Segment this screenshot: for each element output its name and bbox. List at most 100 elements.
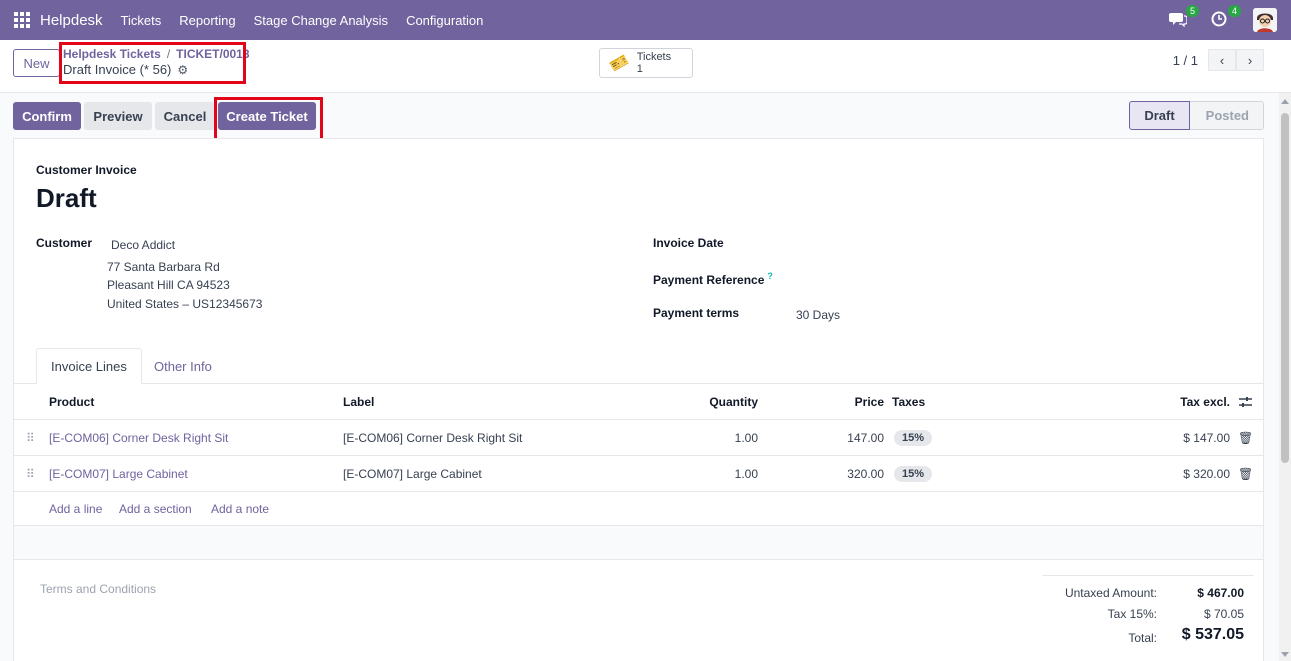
pager-next-button[interactable]: › xyxy=(1236,49,1264,71)
invoice-totals: Untaxed Amount: $ 467.00 Tax 15%: $ 70.0… xyxy=(1042,575,1254,650)
control-panel: New Helpdesk Tickets / TICKET/0013 Draft I… xyxy=(0,40,1291,93)
user-avatar[interactable] xyxy=(1253,8,1277,32)
tickets-smart-label: Tickets xyxy=(636,51,672,63)
form-action-bar: Confirm Preview Cancel Create Ticket Dra… xyxy=(0,93,1291,141)
form-sheet: Customer Invoice Draft Customer Deco Add… xyxy=(13,138,1264,661)
payment-reference-label: Payment Reference? xyxy=(653,271,773,287)
line-subtotal: $ 320.00 xyxy=(1183,467,1230,481)
record-name: Draft Invoice (* 56) ⚙ xyxy=(63,62,188,77)
invoice-date-label: Invoice Date xyxy=(653,236,724,250)
add-line-link[interactable]: Add a line xyxy=(49,501,103,516)
customer-label: Customer xyxy=(36,236,93,250)
customer-address-line-1: 77 Santa Barbara Rd xyxy=(107,260,220,274)
tickets-smart-button[interactable]: 🎫 Tickets 1 xyxy=(599,48,693,78)
scrollbar-thumb[interactable] xyxy=(1281,113,1289,463)
breadcrumb-ticket-link[interactable]: TICKET/0013 xyxy=(176,47,250,61)
status-draft[interactable]: Draft xyxy=(1129,101,1190,130)
tickets-smart-count: 1 xyxy=(636,63,643,75)
notebook-tabs: Invoice Lines Other Info xyxy=(14,348,1263,384)
app-brand[interactable]: Helpdesk xyxy=(40,11,103,29)
column-header-taxes[interactable]: Taxes xyxy=(892,395,926,409)
line-quantity[interactable]: 1.00 xyxy=(734,431,758,445)
column-header-label[interactable]: Label xyxy=(343,395,375,409)
line-label[interactable]: [E-COM07] Large Cabinet xyxy=(343,467,482,481)
tax-badge: 15% xyxy=(894,466,933,482)
untaxed-amount-row: Untaxed Amount: $ 467.00 xyxy=(1042,582,1254,603)
nav-item-configuration[interactable]: Configuration xyxy=(406,12,484,28)
tax-badge: 15% xyxy=(894,430,933,446)
column-header-tax-excl[interactable]: Tax excl. xyxy=(1180,395,1230,409)
apps-grid-icon[interactable] xyxy=(14,12,30,28)
breadcrumb-separator: / xyxy=(166,47,171,61)
activities-button[interactable]: 4 xyxy=(1211,5,1241,29)
column-header-product[interactable]: Product xyxy=(49,395,95,409)
line-taxes[interactable]: 15% xyxy=(894,456,933,492)
customer-field[interactable]: Deco Addict xyxy=(111,238,176,252)
drag-handle-icon[interactable]: ⠿ xyxy=(26,467,35,481)
line-product[interactable]: [E-COM06] Corner Desk Right Sit xyxy=(49,431,229,445)
page-scrollbar[interactable] xyxy=(1279,93,1291,661)
line-product[interactable]: [E-COM07] Large Cabinet xyxy=(49,467,188,481)
scroll-down-arrow-icon[interactable] xyxy=(1281,652,1289,657)
messages-button[interactable]: 5 xyxy=(1169,5,1199,29)
add-section-link[interactable]: Add a section xyxy=(119,501,192,516)
invoice-lines-table: Product Label Quantity Price Taxes Tax e… xyxy=(14,384,1263,560)
column-header-price[interactable]: Price xyxy=(854,395,884,409)
payment-reference-label-text: Payment Reference xyxy=(653,273,765,287)
highlight-box-create-ticket xyxy=(214,97,323,141)
customer-address-line-2: Pleasant Hill CA 94523 xyxy=(107,278,230,292)
clock-icon xyxy=(1211,11,1227,27)
trash-icon: 🗑 xyxy=(1238,467,1254,481)
delete-line-button[interactable]: 🗑 xyxy=(1238,456,1253,492)
cancel-button[interactable]: Cancel xyxy=(155,102,215,130)
ticket-icon: 🎫 xyxy=(607,51,632,76)
drag-handle-icon[interactable]: ⠿ xyxy=(26,431,35,445)
invoice-date-field[interactable] xyxy=(796,236,1196,252)
delete-line-button[interactable]: 🗑 xyxy=(1238,420,1253,456)
table-row[interactable]: ⠿ [E-COM07] Large Cabinet [E-COM07] Larg… xyxy=(14,456,1263,492)
gear-icon[interactable]: ⚙ xyxy=(177,62,189,77)
nav-item-reporting[interactable]: Reporting xyxy=(179,12,236,28)
pager-previous-button[interactable]: ‹ xyxy=(1208,49,1236,71)
top-navbar: Helpdesk Tickets Reporting Stage Change … xyxy=(0,0,1291,40)
payment-terms-label: Payment terms xyxy=(653,306,740,320)
line-price[interactable]: 320.00 xyxy=(847,467,884,481)
breadcrumb-parent-link[interactable]: Helpdesk Tickets xyxy=(63,47,161,61)
invoice-type: Customer Invoice xyxy=(36,163,137,177)
add-line-links: Add a line Add a section Add a note xyxy=(14,492,1263,526)
column-header-quantity[interactable]: Quantity xyxy=(709,395,758,409)
activities-count-badge: 4 xyxy=(1227,5,1241,17)
optional-columns-toggle[interactable] xyxy=(1239,384,1252,420)
tab-invoice-lines[interactable]: Invoice Lines xyxy=(36,348,142,384)
total-row: Total: $ 537.05 xyxy=(1042,624,1254,650)
scroll-up-arrow-icon[interactable] xyxy=(1281,99,1289,104)
highlight-box-breadcrumb xyxy=(59,42,246,84)
payment-reference-field[interactable] xyxy=(796,271,1196,287)
terms-and-conditions-field[interactable]: Terms and Conditions xyxy=(40,582,157,596)
table-footer-band xyxy=(14,526,1263,560)
create-ticket-button[interactable]: Create Ticket xyxy=(218,102,316,130)
total-label: Total: xyxy=(1128,631,1157,645)
line-label[interactable]: [E-COM06] Corner Desk Right Sit xyxy=(343,431,523,445)
status-bar: Draft Posted xyxy=(1129,101,1264,130)
line-taxes[interactable]: 15% xyxy=(894,420,933,456)
trash-icon: 🗑 xyxy=(1238,431,1254,445)
line-price[interactable]: 147.00 xyxy=(847,431,884,445)
tab-other-info[interactable]: Other Info xyxy=(154,358,212,374)
total-value: $ 537.05 xyxy=(1181,626,1244,643)
invoice-title: Draft xyxy=(36,183,97,213)
confirm-button[interactable]: Confirm xyxy=(13,102,81,130)
nav-item-tickets[interactable]: Tickets xyxy=(120,12,162,28)
table-row[interactable]: ⠿ [E-COM06] Corner Desk Right Sit [E-COM… xyxy=(14,420,1263,456)
pager-value[interactable]: 1 / 1 xyxy=(1172,52,1198,68)
nav-item-stage-change-analysis[interactable]: Stage Change Analysis xyxy=(253,12,389,28)
chevron-left-icon: ‹ xyxy=(1219,52,1225,68)
preview-button[interactable]: Preview xyxy=(84,102,152,130)
line-quantity[interactable]: 1.00 xyxy=(734,467,758,481)
new-button[interactable]: New xyxy=(13,49,60,77)
tax-value: $ 70.05 xyxy=(1203,607,1244,621)
add-note-link[interactable]: Add a note xyxy=(211,501,270,516)
status-posted[interactable]: Posted xyxy=(1189,101,1264,130)
payment-terms-field[interactable]: 30 Days xyxy=(796,308,841,322)
help-tooltip-icon[interactable]: ? xyxy=(767,271,773,281)
